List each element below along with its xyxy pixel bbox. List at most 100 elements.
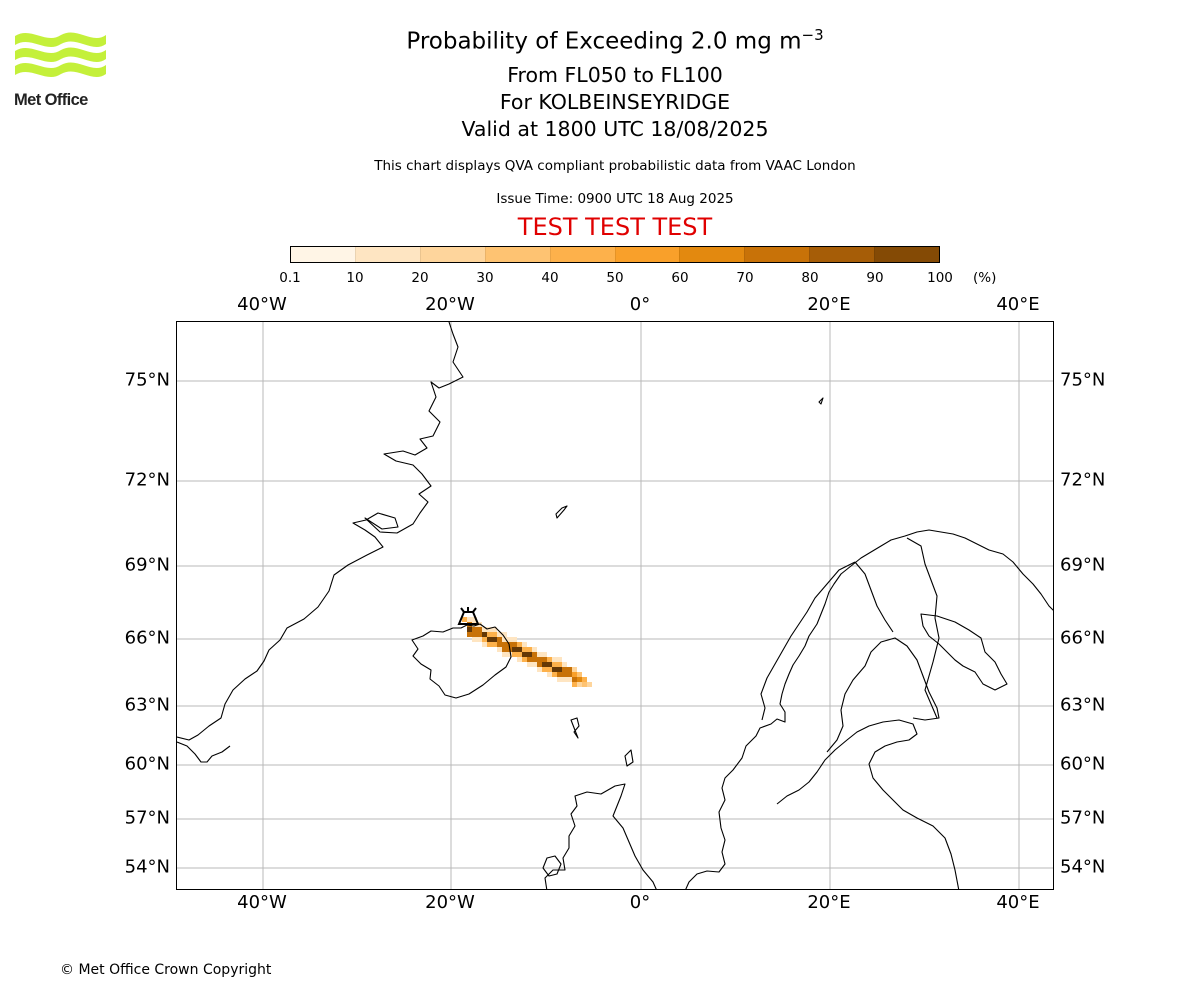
- plume-cell: [562, 677, 567, 682]
- plume-cell: [527, 662, 532, 667]
- plume-cell: [492, 637, 497, 642]
- plume-cell: [567, 672, 572, 677]
- plume-cell: [472, 637, 477, 642]
- plume-cell: [502, 647, 507, 652]
- plume-cell: [497, 637, 502, 642]
- longitude-label: 40°E: [996, 892, 1040, 913]
- colorbar-segment: [484, 247, 550, 262]
- colorbar-tick-label: 20: [411, 270, 429, 286]
- plume-cell: [532, 662, 537, 667]
- plume-cell: [572, 672, 577, 677]
- plume-cell: [577, 682, 582, 687]
- colorbar-segment: [874, 247, 940, 262]
- longitude-label: 40°E: [996, 294, 1040, 315]
- chart-title: Probability of Exceeding 2.0 mg m−3: [0, 26, 1200, 55]
- plume-cell: [547, 662, 552, 667]
- latitude-label: 54°N: [1060, 856, 1106, 878]
- latitude-label: 54°N: [124, 856, 170, 878]
- plume-cell: [572, 667, 577, 672]
- plume-cell: [502, 642, 507, 647]
- plume-cell: [562, 662, 567, 667]
- plume-cell: [537, 657, 542, 662]
- latitude-label: 57°N: [124, 807, 170, 829]
- plume-cell: [497, 647, 502, 652]
- plume-cell: [497, 642, 502, 647]
- plume-cell: [532, 647, 537, 652]
- plume-cell: [467, 627, 472, 632]
- latitude-label: 63°N: [1060, 694, 1106, 716]
- longitude-label: 20°W: [425, 892, 475, 913]
- colorbar-tick-label: 80: [801, 270, 819, 286]
- map-panel: [176, 321, 1054, 890]
- plume-cell: [512, 637, 517, 642]
- plume-cell: [572, 677, 577, 682]
- plume-cell: [512, 642, 517, 647]
- colorbar-tick-label: 70: [736, 270, 754, 286]
- plume-cell: [577, 677, 582, 682]
- colorbar-tick-label: 90: [866, 270, 884, 286]
- title-text: Probability of Exceeding 2.0 mg m: [406, 28, 802, 55]
- issue-time: Issue Time: 0900 UTC 18 Aug 2025: [496, 191, 734, 207]
- plume-cell: [502, 637, 507, 642]
- plume-cell: [532, 657, 537, 662]
- plume-cell: [562, 672, 567, 677]
- plume-cell: [557, 657, 562, 662]
- plume-cell: [482, 627, 487, 632]
- test-banner: TEST TEST TEST: [517, 213, 713, 241]
- plume-cell: [522, 652, 527, 657]
- sweden-finland-border: [854, 561, 894, 633]
- colorbar-tick-label: 0.1: [279, 270, 301, 286]
- longitude-label: 40°W: [237, 892, 287, 913]
- plume-cell: [532, 652, 537, 657]
- compliance-note: This chart displays QVA compliant probab…: [374, 158, 856, 174]
- plume-cell: [542, 667, 547, 672]
- plume-cell: [492, 627, 497, 632]
- plume-cell: [522, 657, 527, 662]
- ireland-coast: [542, 855, 562, 877]
- plume-cell: [462, 617, 467, 622]
- longitude-label: 40°W: [237, 294, 287, 315]
- colorbar-tick-label: 100: [927, 270, 953, 286]
- colorbar-tick-label: 40: [541, 270, 559, 286]
- plume-cell: [487, 627, 492, 632]
- met-office-logo-icon: [15, 32, 106, 78]
- plume-cell: [582, 677, 587, 682]
- latitude-label: 60°N: [124, 753, 170, 775]
- scandinavia-coast: [685, 529, 1053, 889]
- plume-cell: [547, 672, 552, 677]
- plume-cell: [467, 632, 472, 637]
- plume-cell: [557, 677, 562, 682]
- plume-cell: [467, 617, 472, 622]
- svalbard-bear-island: [818, 397, 824, 405]
- latitude-label: 72°N: [124, 469, 170, 491]
- plume-cell: [537, 667, 542, 672]
- plume-cell: [542, 662, 547, 667]
- plume-cell: [487, 642, 492, 647]
- norway-sweden-border: [760, 561, 856, 721]
- finland-russia-coast: [920, 613, 1008, 691]
- plume-cell: [547, 657, 552, 662]
- longitude-label: 0°: [629, 294, 651, 315]
- baltic-coast: [776, 719, 960, 889]
- latitude-label: 63°N: [124, 694, 170, 716]
- plume-cell: [507, 652, 512, 657]
- valid-time: Valid at 1800 UTC 18/08/2025: [461, 117, 769, 141]
- plume-cell: [482, 637, 487, 642]
- plume-cell: [537, 652, 542, 657]
- plume-cell: [517, 647, 522, 652]
- plume-cell: [522, 642, 527, 647]
- plume-cell: [477, 632, 482, 637]
- map-canvas: [177, 322, 1053, 889]
- plume-cell: [542, 652, 547, 657]
- latitude-label: 75°N: [124, 369, 170, 391]
- colorbar-tick-label: 50: [606, 270, 624, 286]
- plume-cell: [492, 632, 497, 637]
- plume-cell: [527, 652, 532, 657]
- plume-cell: [537, 662, 542, 667]
- probability-colorbar: [290, 246, 940, 263]
- plume-cell: [577, 672, 582, 677]
- plume-cell: [587, 682, 592, 687]
- plume-cell: [542, 657, 547, 662]
- plume-cell: [527, 657, 532, 662]
- colorbar-segment: [549, 247, 615, 262]
